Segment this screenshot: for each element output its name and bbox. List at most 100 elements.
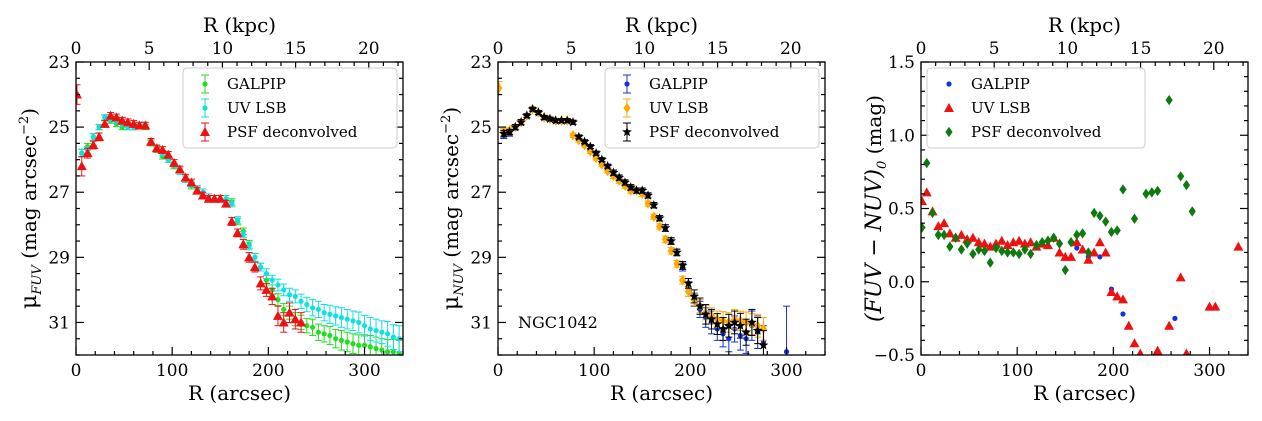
- data-point: [186, 177, 197, 187]
- data-point: [998, 245, 1006, 257]
- data-point: [1002, 240, 1013, 250]
- top-tick-label: 15: [1130, 39, 1152, 59]
- data-point: [631, 185, 642, 195]
- y-label-rest: (mag arcsec: [439, 134, 463, 264]
- data-point: [151, 143, 162, 153]
- data-point: [1084, 247, 1092, 258]
- data-point: [580, 139, 589, 151]
- data-point: [1038, 236, 1046, 248]
- data-point: [516, 117, 527, 127]
- data-point: [946, 241, 954, 252]
- data-point: [556, 115, 567, 125]
- data-point: [79, 150, 85, 156]
- legend-box: [926, 67, 1146, 149]
- data-point: [1067, 236, 1075, 248]
- data-point: [96, 124, 102, 130]
- y-label-main: μ: [17, 295, 42, 309]
- y-label-sup: −2: [439, 115, 454, 134]
- x-tick-label: 0: [493, 361, 504, 381]
- data-point: [650, 211, 658, 222]
- data-point: [267, 291, 278, 301]
- data-point: [939, 218, 950, 228]
- data-point: [1136, 348, 1144, 355]
- legend-label: UV LSB: [649, 99, 709, 117]
- data-point: [533, 107, 544, 117]
- data-point: [226, 216, 237, 226]
- top-tick-label: 10: [634, 39, 656, 59]
- data-point: [666, 235, 677, 246]
- data-point: [921, 222, 926, 233]
- data-point: [315, 306, 321, 313]
- data-point: [344, 339, 350, 345]
- data-point: [238, 239, 249, 249]
- data-point: [232, 227, 243, 237]
- data-point: [278, 317, 289, 327]
- y-tick-label: 25: [48, 118, 70, 138]
- data-point: [361, 323, 368, 329]
- legend-marker: [944, 103, 954, 112]
- data-point: [1014, 235, 1025, 245]
- top-tick-label: 5: [144, 39, 155, 59]
- data-point: [275, 297, 281, 303]
- data-point: [111, 112, 122, 122]
- y-tick-label: 1.0: [888, 126, 915, 146]
- data-point: [1107, 226, 1116, 238]
- legend-box: [604, 67, 820, 149]
- data-point: [1164, 320, 1175, 330]
- y-tick-label: 27: [470, 183, 492, 203]
- data-layer: [921, 94, 1244, 355]
- data-point: [979, 238, 990, 248]
- data-point: [679, 274, 687, 286]
- data-point: [1120, 311, 1126, 317]
- data-point: [286, 292, 293, 298]
- data-point: [76, 161, 87, 171]
- data-point: [544, 113, 555, 124]
- data-point: [1165, 94, 1173, 106]
- data-point: [333, 336, 339, 342]
- data-point: [695, 300, 705, 311]
- data-point: [498, 82, 503, 94]
- data-point: [197, 190, 208, 200]
- data-point: [973, 237, 984, 247]
- data-point: [921, 196, 927, 206]
- data-point: [304, 301, 310, 308]
- data-point: [683, 278, 694, 288]
- x-tick-label: 100: [578, 361, 610, 381]
- nuv-profile-panel: 0 100 200 300 0 5 10 15 20 23 25 27 29 31 R (arcsec) R …: [439, 13, 826, 405]
- data-point: [327, 311, 333, 317]
- x-tick-label: 300: [1193, 361, 1225, 381]
- data-point: [569, 130, 577, 141]
- data-point: [654, 213, 665, 223]
- y-tick-label: 0.5: [888, 200, 915, 220]
- top-tick-label: 10: [1057, 39, 1079, 59]
- series-galpip: [78, 114, 403, 355]
- data-point: [361, 342, 368, 348]
- data-point: [996, 235, 1007, 245]
- y-label-sub: NUV: [452, 262, 467, 296]
- top-tick-label: 5: [989, 39, 1000, 59]
- y-tick-label: 31: [48, 313, 70, 333]
- data-point: [379, 329, 385, 335]
- data-point: [338, 314, 345, 321]
- legend-box: [182, 67, 398, 149]
- data-point: [758, 340, 769, 350]
- data-point: [88, 140, 99, 150]
- y-tick-label: 25: [470, 118, 492, 138]
- data-point: [608, 167, 619, 177]
- data-point: [1083, 254, 1094, 264]
- x-axis-label: R (arcsec): [610, 381, 713, 405]
- top-tick-label: 15: [285, 39, 307, 59]
- data-point: [169, 157, 180, 167]
- data-point: [1074, 245, 1080, 251]
- legend-marker: [624, 81, 630, 87]
- data-point: [614, 172, 625, 182]
- legend-label: UV LSB: [971, 99, 1031, 117]
- data-point: [1094, 237, 1105, 247]
- data-point: [684, 286, 693, 297]
- data-point: [746, 317, 757, 327]
- y-axis-label: μFUV (mag arcsec−2): [17, 108, 45, 309]
- data-point: [304, 323, 310, 329]
- data-point: [1100, 247, 1111, 257]
- data-point: [729, 317, 740, 327]
- data-point: [1153, 185, 1162, 197]
